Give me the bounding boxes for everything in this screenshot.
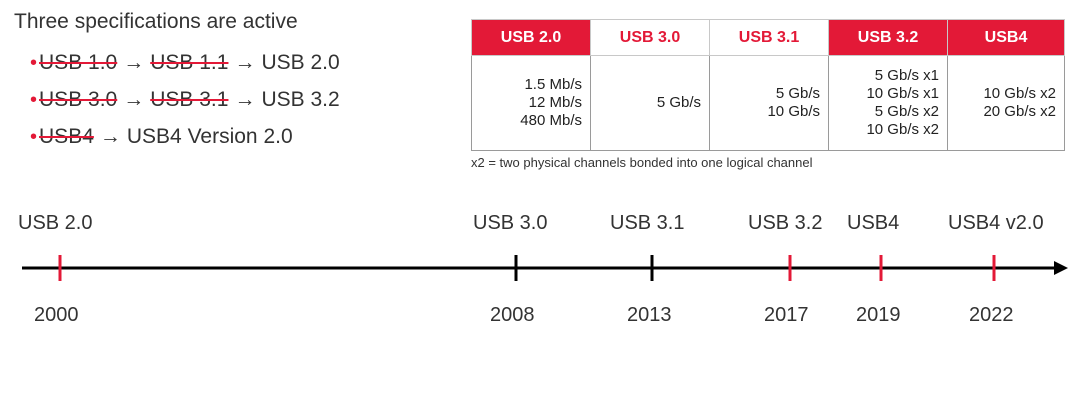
header-usb32: USB 3.2 (828, 19, 948, 56)
speed-value: 10 Gb/s x1 (866, 85, 939, 102)
obsolete-spec: USB 1.0 (39, 50, 118, 74)
header-usb4: USB4 (947, 19, 1065, 56)
release-timeline: USB 2.0 USB 3.0 USB 3.1 USB 3.2 USB4 USB… (0, 200, 1080, 340)
cell-usb2-speeds: 1.5 Mb/s 12 Mb/s 480 Mb/s (471, 55, 591, 151)
timeline-label-usb31: USB 3.1 (610, 212, 685, 234)
bullet: • (30, 51, 38, 74)
timeline-axis-svg (22, 255, 1068, 281)
header-usb30: USB 3.0 (590, 19, 710, 56)
header-usb31: USB 3.1 (709, 19, 829, 56)
timeline-label-usb30: USB 3.0 (473, 212, 548, 234)
timeline-label-usb4v2: USB4 v2.0 (948, 212, 1044, 234)
speed-value: 20 Gb/s x2 (983, 103, 1056, 120)
arrow: → (234, 87, 256, 111)
speed-value: 480 Mb/s (520, 112, 582, 129)
table-header-row: USB 2.0 USB 3.0 USB 3.1 USB 3.2 USB4 (471, 19, 1065, 56)
obsolete-spec: USB 3.1 (150, 87, 229, 111)
arrow: → (123, 50, 145, 74)
spec-line-usb4: • USB4 → USB4 Version 2.0 (30, 118, 340, 155)
timeline-label-usb4: USB4 (847, 212, 900, 234)
heading: Three specifications are active (14, 10, 298, 33)
arrow: → (123, 87, 145, 111)
speed-value: 5 Gb/s x1 (874, 67, 939, 84)
speed-value: 1.5 Mb/s (524, 76, 582, 93)
cell-usb30-speeds: 5 Gb/s (590, 55, 710, 151)
obsolete-spec: USB 3.0 (39, 87, 118, 111)
timeline-year-2017: 2017 (764, 304, 809, 326)
active-spec: USB4 Version 2.0 (126, 124, 293, 148)
timeline-year-2022: 2022 (969, 304, 1014, 326)
speed-value: 10 Gb/s (767, 103, 820, 120)
table-row: 1.5 Mb/s 12 Mb/s 480 Mb/s 5 Gb/s 5 Gb/s … (471, 55, 1065, 151)
speed-table: USB 2.0 USB 3.0 USB 3.1 USB 3.2 USB4 1.5… (471, 19, 1065, 151)
speed-value: 5 Gb/s (656, 94, 701, 111)
bullet: • (30, 125, 38, 148)
timeline-arrowhead (1054, 261, 1068, 275)
active-spec: USB 2.0 (261, 50, 340, 74)
speed-value: 5 Gb/s (775, 85, 820, 102)
speed-value: 12 Mb/s (528, 94, 582, 111)
speed-value: 10 Gb/s x2 (866, 121, 939, 138)
header-usb2: USB 2.0 (471, 19, 591, 56)
active-spec: USB 3.2 (261, 87, 340, 111)
obsolete-spec: USB4 (39, 124, 94, 148)
speed-value: 5 Gb/s x2 (874, 103, 939, 120)
speed-value: 10 Gb/s x2 (983, 85, 1056, 102)
cell-usb32-speeds: 5 Gb/s x1 10 Gb/s x1 5 Gb/s x2 10 Gb/s x… (828, 55, 948, 151)
cell-usb4-speeds: 10 Gb/s x2 20 Gb/s x2 (947, 55, 1065, 151)
spec-list: • USB 1.0 → USB 1.1 → USB 2.0 • USB 3.0 … (30, 44, 340, 155)
table-footnote: x2 = two physical channels bonded into o… (471, 155, 813, 170)
arrow: → (234, 50, 256, 74)
spec-line-usb2: • USB 1.0 → USB 1.1 → USB 2.0 (30, 44, 340, 81)
bullet: • (30, 88, 38, 111)
timeline-year-2013: 2013 (627, 304, 672, 326)
cell-usb31-speeds: 5 Gb/s 10 Gb/s (709, 55, 829, 151)
timeline-label-usb2: USB 2.0 (18, 212, 93, 234)
arrow: → (99, 124, 121, 148)
timeline-year-2000: 2000 (34, 304, 79, 326)
timeline-year-2019: 2019 (856, 304, 901, 326)
timeline-year-2008: 2008 (490, 304, 535, 326)
obsolete-spec: USB 1.1 (150, 50, 229, 74)
timeline-label-usb32: USB 3.2 (748, 212, 823, 234)
spec-line-usb32: • USB 3.0 → USB 3.1 → USB 3.2 (30, 81, 340, 118)
